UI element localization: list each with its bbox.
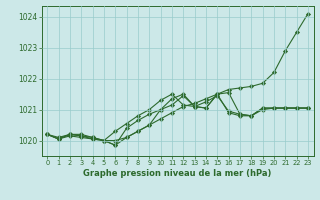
X-axis label: Graphe pression niveau de la mer (hPa): Graphe pression niveau de la mer (hPa) (84, 169, 272, 178)
